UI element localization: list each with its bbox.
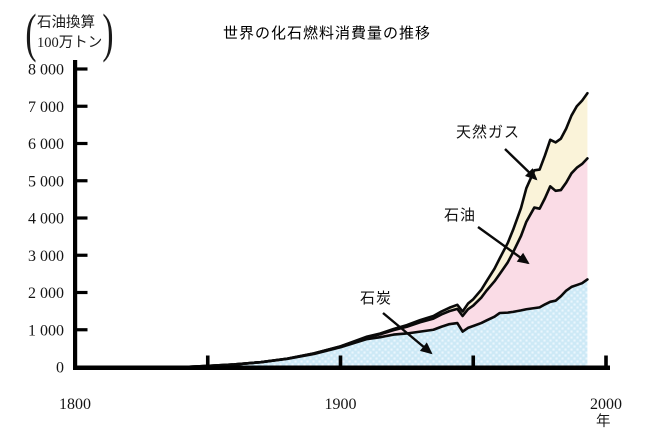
y-axis-unit-line1: 石油換算 [36, 15, 95, 31]
annotation-arrow [477, 226, 530, 265]
y-tick-label: 4 000 [28, 211, 64, 228]
annotation-label: 石炭 [360, 290, 392, 307]
y-axis-line [73, 60, 78, 369]
close-paren: ) [102, 3, 114, 63]
x-axis-unit-label: 年 [596, 414, 611, 430]
y-axis-unit-label: ( 石油換算 100万トン ) [22, 3, 117, 63]
x-tick-label: 2000 [590, 396, 622, 413]
boundary-line-gas [185, 91, 589, 369]
area-oil [186, 158, 588, 367]
y-tick-label: 6 000 [28, 136, 64, 153]
y-tick-label: 1 000 [28, 322, 64, 339]
annotation-arrow [504, 148, 538, 181]
x-tick-mark [604, 355, 608, 366]
y-tick-mark [77, 141, 88, 146]
y-tick-mark [77, 67, 88, 71]
y-tick-label: 3 000 [28, 248, 64, 265]
x-tick-mark [338, 355, 343, 366]
annotation-label: 天然ガス [456, 124, 520, 141]
x-tick-mark [205, 355, 210, 366]
x-axis-line [73, 365, 610, 370]
y-tick-label: 2 000 [28, 285, 64, 302]
x-tick-label: 1800 [59, 396, 91, 413]
annotation-label: 石油 [444, 207, 476, 224]
x-tick-label: 1900 [325, 396, 357, 413]
y-tick-mark [77, 179, 88, 183]
chart-title: 世界の化石燃料消費量の推移 [223, 25, 432, 42]
y-axis-unit-line2: 100万トン [36, 35, 103, 51]
annotation-arrow [382, 312, 433, 355]
area-coal [186, 279, 588, 367]
y-tick-mark [77, 253, 88, 257]
y-tick-mark [77, 290, 88, 295]
y-tick-label: 7 000 [28, 99, 64, 116]
y-axis-unit-text: 石油換算 100万トン [37, 13, 102, 53]
x-tick-mark [471, 355, 476, 366]
y-tick-mark [77, 216, 88, 220]
y-tick-mark [77, 328, 88, 332]
y-tick-label: 8 000 [28, 62, 64, 79]
open-paren: ( [25, 3, 37, 63]
y-tick-label: 0 [56, 360, 64, 377]
y-tick-mark [77, 104, 88, 108]
y-tick-label: 5 000 [28, 173, 64, 190]
